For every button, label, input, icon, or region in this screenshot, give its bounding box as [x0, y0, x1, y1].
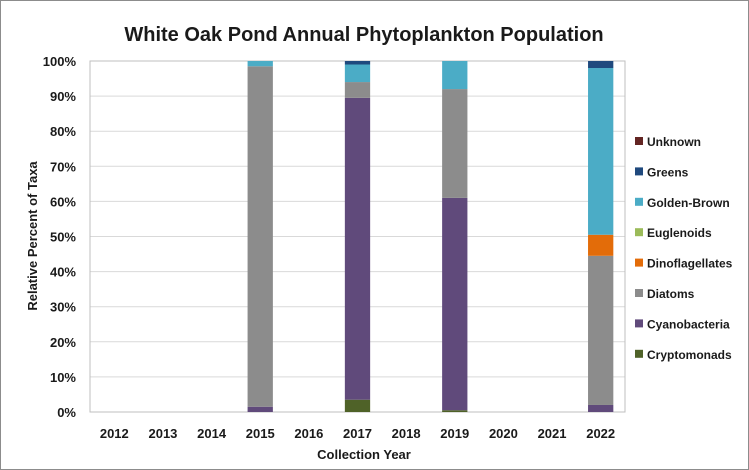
bar-segment-dinoflagellates — [588, 234, 614, 256]
x-tick-label: 2015 — [246, 426, 275, 441]
y-axis-title: Relative Percent of Taxa — [25, 161, 40, 311]
chart-title: White Oak Pond Annual Phytoplankton Popu… — [124, 24, 603, 46]
y-tick-label: 60% — [50, 194, 76, 209]
x-tick-label: 2013 — [148, 426, 177, 441]
bar-segment-cyanobacteria — [247, 406, 273, 412]
y-tick-label: 100% — [43, 54, 77, 69]
legend-swatch — [635, 228, 643, 237]
bar-segment-cyanobacteria — [442, 197, 468, 411]
legend-swatch — [635, 349, 643, 358]
bar-segment-cryptomonads — [344, 399, 371, 412]
legend-swatch — [635, 167, 643, 176]
x-tick-label: 2014 — [197, 426, 227, 441]
y-tick-label: 40% — [50, 265, 76, 280]
y-tick-label: 70% — [50, 159, 76, 174]
y-tick-label: 90% — [50, 89, 76, 104]
y-tick-label: 80% — [50, 124, 76, 139]
x-tick-label: 2020 — [489, 426, 518, 441]
bar-segment-diatoms — [442, 89, 468, 198]
bar-segment-cyanobacteria — [344, 97, 371, 400]
x-tick-label: 2018 — [392, 426, 421, 441]
legend-swatch — [635, 137, 643, 145]
legend-label: Cyanobacteria — [647, 317, 730, 331]
bar-segment-greens — [588, 61, 614, 69]
x-tick-label: 2022 — [586, 426, 615, 441]
legend-swatch — [635, 197, 643, 206]
legend-label: Unknown — [647, 135, 701, 149]
bar-segment-diatoms — [588, 255, 614, 405]
x-tick-labels: 2012 2013 2014 2015 2016 2017 2018 2019 2020 2021… — [100, 426, 615, 441]
x-tick-label: 2012 — [100, 426, 129, 441]
bar-segment-golden-brown — [344, 64, 371, 83]
y-tick-label: 10% — [50, 370, 76, 385]
legend-label: Golden-Brown — [647, 196, 730, 210]
y-tick-labels: 0% 10% 20% 30% 40% 50% 60% 70% 80% 90% 100% — [43, 54, 77, 420]
bar-segment-golden-brown — [442, 61, 468, 90]
legend-swatch — [635, 258, 643, 267]
x-tick-label: 2017 — [343, 426, 372, 441]
legend-label: Cryptomonads — [647, 348, 732, 362]
legend-label: Dinoflagellates — [647, 257, 733, 271]
x-tick-label: 2019 — [440, 426, 469, 441]
bar-segment-diatoms — [247, 66, 273, 407]
bar-segment-golden-brown — [247, 61, 273, 67]
legend-swatch — [635, 289, 643, 297]
x-tick-label: 2016 — [294, 426, 323, 441]
legend: Unknown Greens Golden-Brown Euglenoids Dinof… — [635, 135, 733, 362]
y-tick-label: 20% — [50, 335, 76, 350]
bar-segment-golden-brown — [588, 68, 614, 235]
legend-swatch — [635, 319, 643, 328]
bar-segment-greens — [344, 61, 371, 65]
x-tick-label: 2021 — [538, 426, 567, 441]
y-tick-label: 50% — [50, 230, 76, 245]
legend-label: Euglenoids — [647, 226, 712, 240]
legend-label: Greens — [647, 165, 689, 179]
bar-segment-cryptomonads — [442, 410, 468, 412]
bar-segment-cyanobacteria — [588, 404, 614, 412]
y-tick-label: 30% — [50, 300, 76, 315]
bars — [247, 61, 614, 412]
bar-segment-diatoms — [344, 82, 371, 98]
x-axis-title: Collection Year — [317, 447, 411, 462]
y-tick-label: 0% — [57, 405, 76, 420]
legend-label: Diatoms — [647, 287, 695, 301]
